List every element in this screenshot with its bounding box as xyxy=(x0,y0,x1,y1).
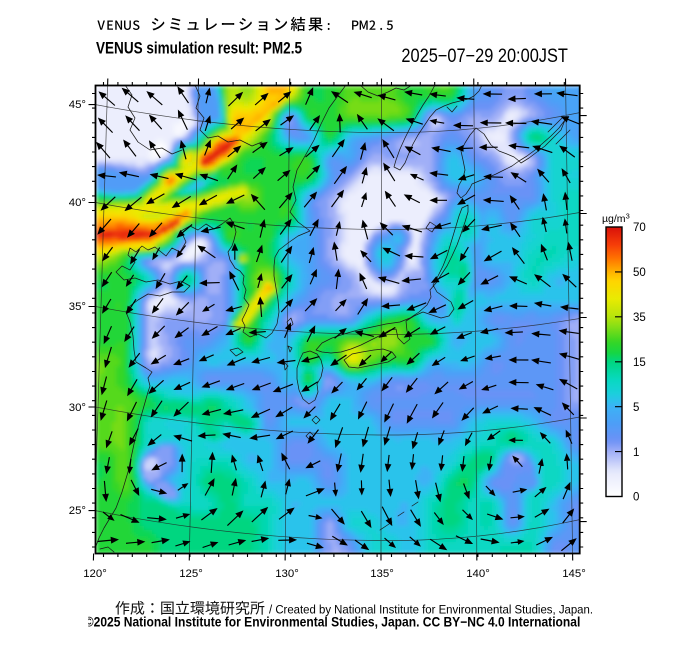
svg-text:0: 0 xyxy=(633,492,639,504)
svg-text:30°: 30° xyxy=(69,402,86,414)
svg-text:5: 5 xyxy=(633,402,639,414)
svg-text:45°: 45° xyxy=(69,99,86,111)
svg-text:µg/m3: µg/m3 xyxy=(602,212,630,226)
svg-text:40°: 40° xyxy=(69,197,86,209)
svg-text:125°: 125° xyxy=(179,568,203,580)
svg-text:25°: 25° xyxy=(69,505,86,517)
svg-text:1: 1 xyxy=(633,447,639,459)
svg-text:120°: 120° xyxy=(83,568,107,580)
svg-text:2025−07−29 20:00JST: 2025−07−29 20:00JST xyxy=(401,46,568,67)
svg-text:©2025 National Institute for E: ©2025 National Institute for Environment… xyxy=(85,614,581,629)
svg-text:70: 70 xyxy=(633,222,646,234)
svg-text:135°: 135° xyxy=(370,568,394,580)
svg-text:140°: 140° xyxy=(466,568,490,580)
svg-text:130°: 130° xyxy=(275,568,299,580)
svg-text:50: 50 xyxy=(633,267,646,279)
svg-text:35: 35 xyxy=(633,312,646,324)
svg-text:35°: 35° xyxy=(69,301,86,313)
svg-text:VENUS simulation result: PM2.5: VENUS simulation result: PM2.5 xyxy=(96,38,302,57)
svg-text:/ Created by National Institut: / Created by National Institute for Envi… xyxy=(269,603,593,617)
svg-text:15: 15 xyxy=(633,357,646,369)
svg-text:145°: 145° xyxy=(562,568,586,580)
